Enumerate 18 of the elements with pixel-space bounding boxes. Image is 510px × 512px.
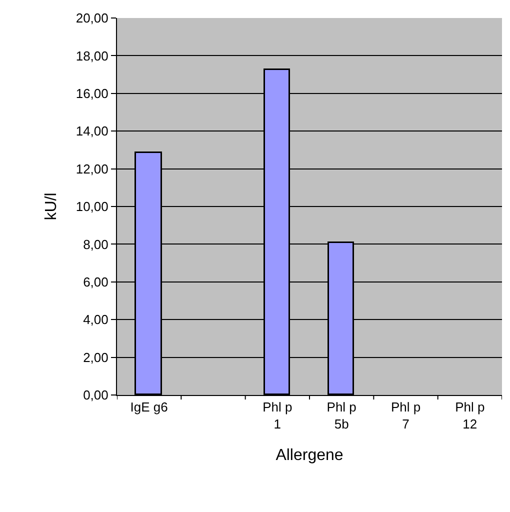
y-tick-label: 12,00 — [76, 161, 108, 176]
y-tick-label: 4,00 — [83, 312, 108, 328]
x-tick-label: IgE g6 — [130, 400, 168, 415]
y-tick-label: 8,00 — [83, 236, 108, 252]
x-tick-label: Phl p 1 — [262, 400, 292, 432]
x-tick-label: Phl p 5b — [326, 400, 356, 432]
y-tick-label: 14,00 — [76, 124, 108, 139]
y-tick-label: 18,00 — [76, 48, 108, 64]
y-tick-label: 10,00 — [76, 199, 108, 214]
x-tick-label: Phl p 12 — [455, 400, 485, 432]
y-tick-label: 6,00 — [83, 274, 108, 290]
y-axis-title: kU/l — [42, 192, 60, 220]
y-tick-label: 0,00 — [83, 388, 108, 403]
x-tick-label: Phl p 7 — [390, 400, 421, 432]
y-tick-label: 20,00 — [76, 10, 108, 26]
y-tick-label: 2,00 — [83, 350, 108, 365]
x-axis-title: Allergene — [276, 447, 344, 464]
y-tick-label: 16,00 — [76, 86, 108, 101]
